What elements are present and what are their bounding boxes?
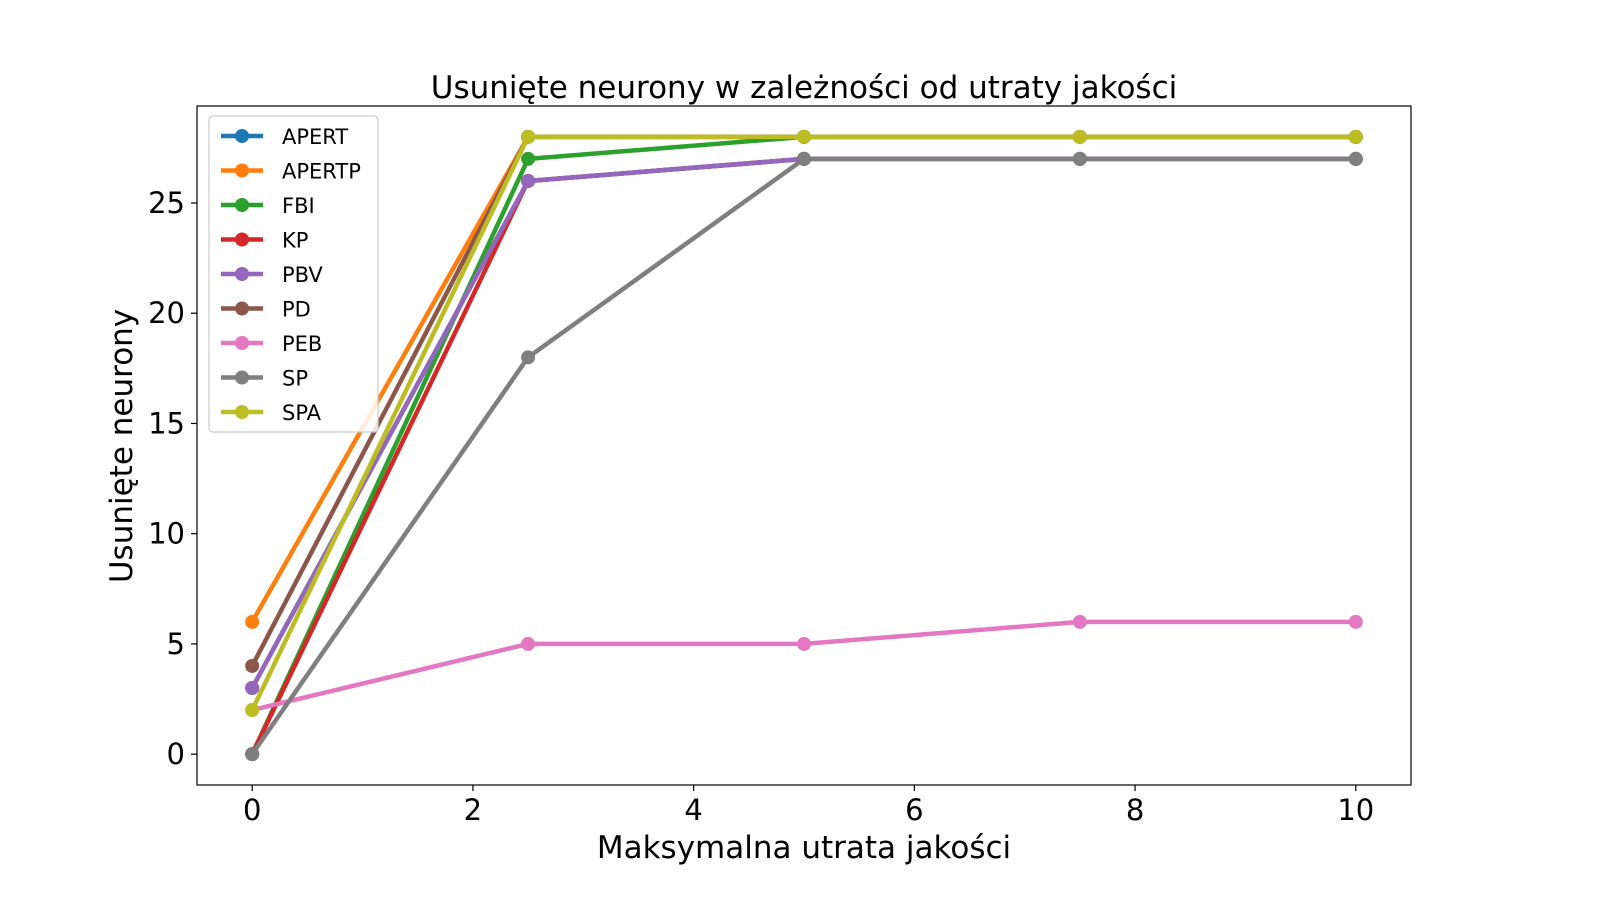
legend: APERT APERTP FBI KP PBV PD PEB SP SPA xyxy=(208,115,379,433)
legend-marker xyxy=(235,267,249,281)
data-point xyxy=(245,703,260,718)
y-tick-label: 20 xyxy=(148,296,185,330)
data-point xyxy=(521,151,536,166)
data-point xyxy=(797,636,811,651)
legend-item: SPA xyxy=(221,401,322,425)
x-tick-label: 0 xyxy=(243,793,261,827)
x-tick-label: 4 xyxy=(684,793,702,827)
legend-label: SP xyxy=(282,367,308,391)
data-point xyxy=(245,681,260,695)
legend-marker xyxy=(235,301,249,316)
legend-item: APERT xyxy=(221,125,348,149)
ticks-layer: 0 2 4 6 8 10 0 5 10 15 20 25 xyxy=(148,186,1374,827)
legend-frame xyxy=(208,115,379,433)
x-tick-label: 10 xyxy=(1337,793,1374,827)
data-point xyxy=(521,636,536,651)
x-tick-label: 6 xyxy=(905,793,923,827)
legend-label: APERT xyxy=(282,125,348,149)
legend-label: PD xyxy=(282,298,311,322)
legend-marker xyxy=(235,163,249,178)
legend-item: PD xyxy=(221,298,311,322)
data-point xyxy=(1348,614,1363,629)
series-sp xyxy=(245,151,1363,762)
data-point xyxy=(521,350,536,365)
x-tick-label: 8 xyxy=(1126,793,1144,827)
data-point xyxy=(245,614,260,629)
y-tick-label: 15 xyxy=(148,406,185,440)
legend-label: SPA xyxy=(282,401,322,425)
legend-label: APERTP xyxy=(282,160,361,184)
legend-label: FBI xyxy=(282,194,315,218)
legend-item: PEB xyxy=(221,332,322,356)
legend-item: KP xyxy=(221,229,308,253)
legend-item: APERTP xyxy=(221,160,361,184)
data-point xyxy=(1348,129,1363,144)
y-tick-label: 5 xyxy=(167,627,185,661)
legend-label: KP xyxy=(282,229,308,253)
legend-marker xyxy=(235,336,249,350)
legend-marker xyxy=(235,129,249,143)
legend-item: PBV xyxy=(221,263,323,287)
y-tick-label: 25 xyxy=(148,186,185,220)
series-layer xyxy=(245,129,1363,762)
series-spa xyxy=(245,129,1363,718)
data-point xyxy=(245,658,260,673)
data-point xyxy=(1072,129,1087,144)
legend-item: FBI xyxy=(221,194,315,218)
data-point xyxy=(1348,151,1363,166)
legend-marker xyxy=(235,370,249,385)
plot-area-frame xyxy=(196,105,1412,786)
data-point xyxy=(797,129,811,144)
data-point xyxy=(521,173,536,188)
data-point xyxy=(521,129,536,144)
legend-marker xyxy=(235,198,249,212)
x-axis-label: Maksymalna utrata jakości xyxy=(597,830,1011,866)
data-point xyxy=(1072,614,1087,629)
data-point xyxy=(1072,151,1087,166)
y-tick-label: 0 xyxy=(167,737,185,771)
legend-marker xyxy=(235,232,249,247)
legend-label: PBV xyxy=(282,263,323,287)
legend-item: SP xyxy=(221,367,308,391)
legend-label: PEB xyxy=(282,332,322,356)
chart-title: Usunięte neurony w zależności od utraty … xyxy=(431,70,1177,106)
data-point xyxy=(797,151,811,166)
y-tick-label: 10 xyxy=(148,517,185,551)
legend-marker xyxy=(235,405,249,419)
data-point xyxy=(245,747,260,762)
y-axis-label: Usunięte neurony xyxy=(104,309,140,583)
x-tick-label: 2 xyxy=(464,793,482,827)
